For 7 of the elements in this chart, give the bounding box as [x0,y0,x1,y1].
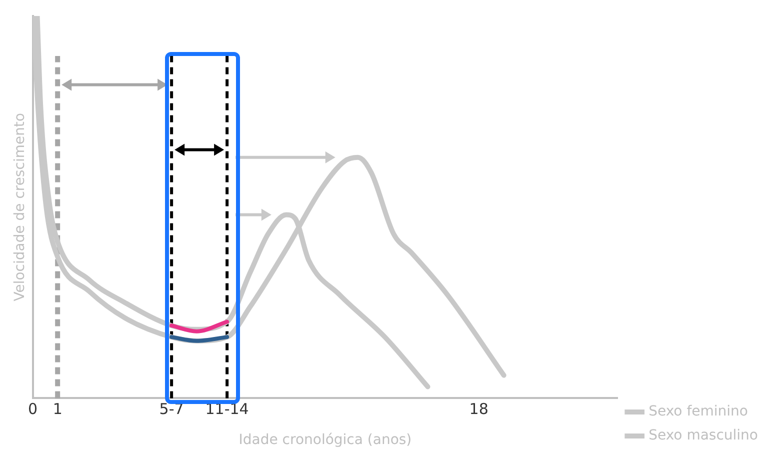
x-tick-label: 1 [52,400,62,418]
x-tick-label: 0 [28,400,38,418]
y-axis-title: Velocidade de crescimento [12,112,28,302]
legend-label: Sexo feminino [648,404,748,420]
legend-label: Sexo masculino [648,428,758,444]
x-axis-title: Idade cronológica (anos) [238,432,412,448]
x-tick-label: 18 [469,400,488,418]
